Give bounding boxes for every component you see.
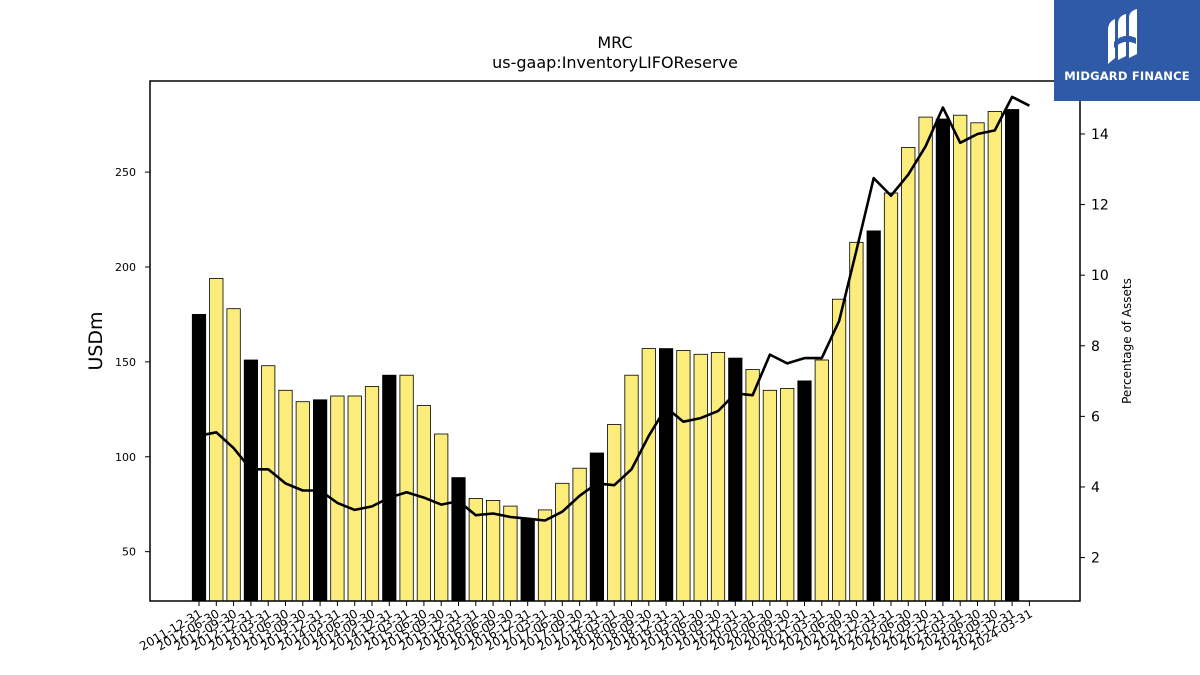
y-tick-label: 150	[115, 356, 136, 369]
bar	[901, 146, 916, 602]
bar	[520, 519, 535, 602]
y2-tick-label: 2	[1091, 551, 1100, 567]
y-tick-label: 50	[122, 546, 136, 559]
bar	[589, 452, 605, 602]
bar	[555, 482, 570, 602]
bar	[209, 277, 224, 602]
bar	[382, 374, 397, 602]
y-axis-label: USDm	[85, 311, 107, 370]
bar	[364, 386, 380, 602]
bar	[849, 241, 864, 602]
bar	[434, 433, 449, 602]
bar	[261, 365, 276, 602]
bar	[918, 116, 933, 602]
bar	[416, 405, 432, 602]
bar	[745, 369, 760, 602]
y-tick-label: 250	[115, 166, 136, 179]
bar	[312, 399, 328, 602]
bar	[399, 374, 414, 602]
x-axis: 2011-12-312012-06-302012-09-302012-12-31…	[137, 601, 1035, 653]
bar	[883, 192, 899, 602]
bar	[710, 351, 726, 602]
y2-tick-label: 10	[1091, 268, 1109, 284]
bar	[866, 230, 881, 602]
bar	[451, 477, 466, 602]
series-line-percentage-of-assets	[198, 95, 1030, 522]
y2-tick-label: 4	[1091, 480, 1100, 496]
bar	[935, 118, 951, 602]
bar	[970, 122, 985, 602]
y2-tick-label: 6	[1091, 409, 1100, 425]
plot-frame	[149, 80, 1081, 602]
bar	[987, 111, 1002, 602]
bar	[676, 350, 691, 602]
chart-title: MRC	[597, 33, 632, 52]
chart-subtitle: us-gaap:InventoryLIFOReserve	[492, 53, 738, 72]
bar	[347, 395, 362, 602]
bar	[797, 380, 812, 602]
line-layer	[198, 95, 1030, 522]
y2-tick-label: 14	[1091, 127, 1109, 143]
y2-axis-label: Percentage of Assets	[1120, 278, 1134, 404]
y-tick-label: 100	[115, 451, 136, 464]
y-tick-label: 200	[115, 261, 136, 274]
bar	[607, 424, 622, 602]
bar	[832, 298, 847, 602]
bar	[191, 313, 207, 602]
bar	[243, 359, 258, 602]
bar	[762, 389, 778, 602]
bar	[814, 359, 829, 602]
bars-layer	[191, 109, 1020, 602]
bar	[572, 467, 587, 602]
bar	[537, 509, 553, 602]
y2-tick-label: 8	[1091, 339, 1100, 355]
bar	[780, 387, 795, 602]
bar	[659, 348, 674, 602]
bar	[295, 401, 310, 602]
y2-tick-label: 12	[1091, 198, 1109, 214]
bar	[503, 505, 518, 602]
bar	[624, 374, 639, 602]
y-axis-left: 50 100 150 200 250	[115, 166, 150, 559]
logo-banner: MIDGARD FINANCE	[1054, 0, 1200, 101]
bar	[641, 348, 656, 602]
bar	[693, 353, 708, 602]
y-axis-right: 2 4 6 8 10 12 14	[1080, 127, 1109, 567]
bar	[953, 114, 968, 602]
logo-text: MIDGARD FINANCE	[1064, 69, 1190, 83]
bar	[1005, 109, 1020, 602]
bar	[278, 389, 293, 602]
midgard-logo-icon	[1108, 9, 1137, 64]
